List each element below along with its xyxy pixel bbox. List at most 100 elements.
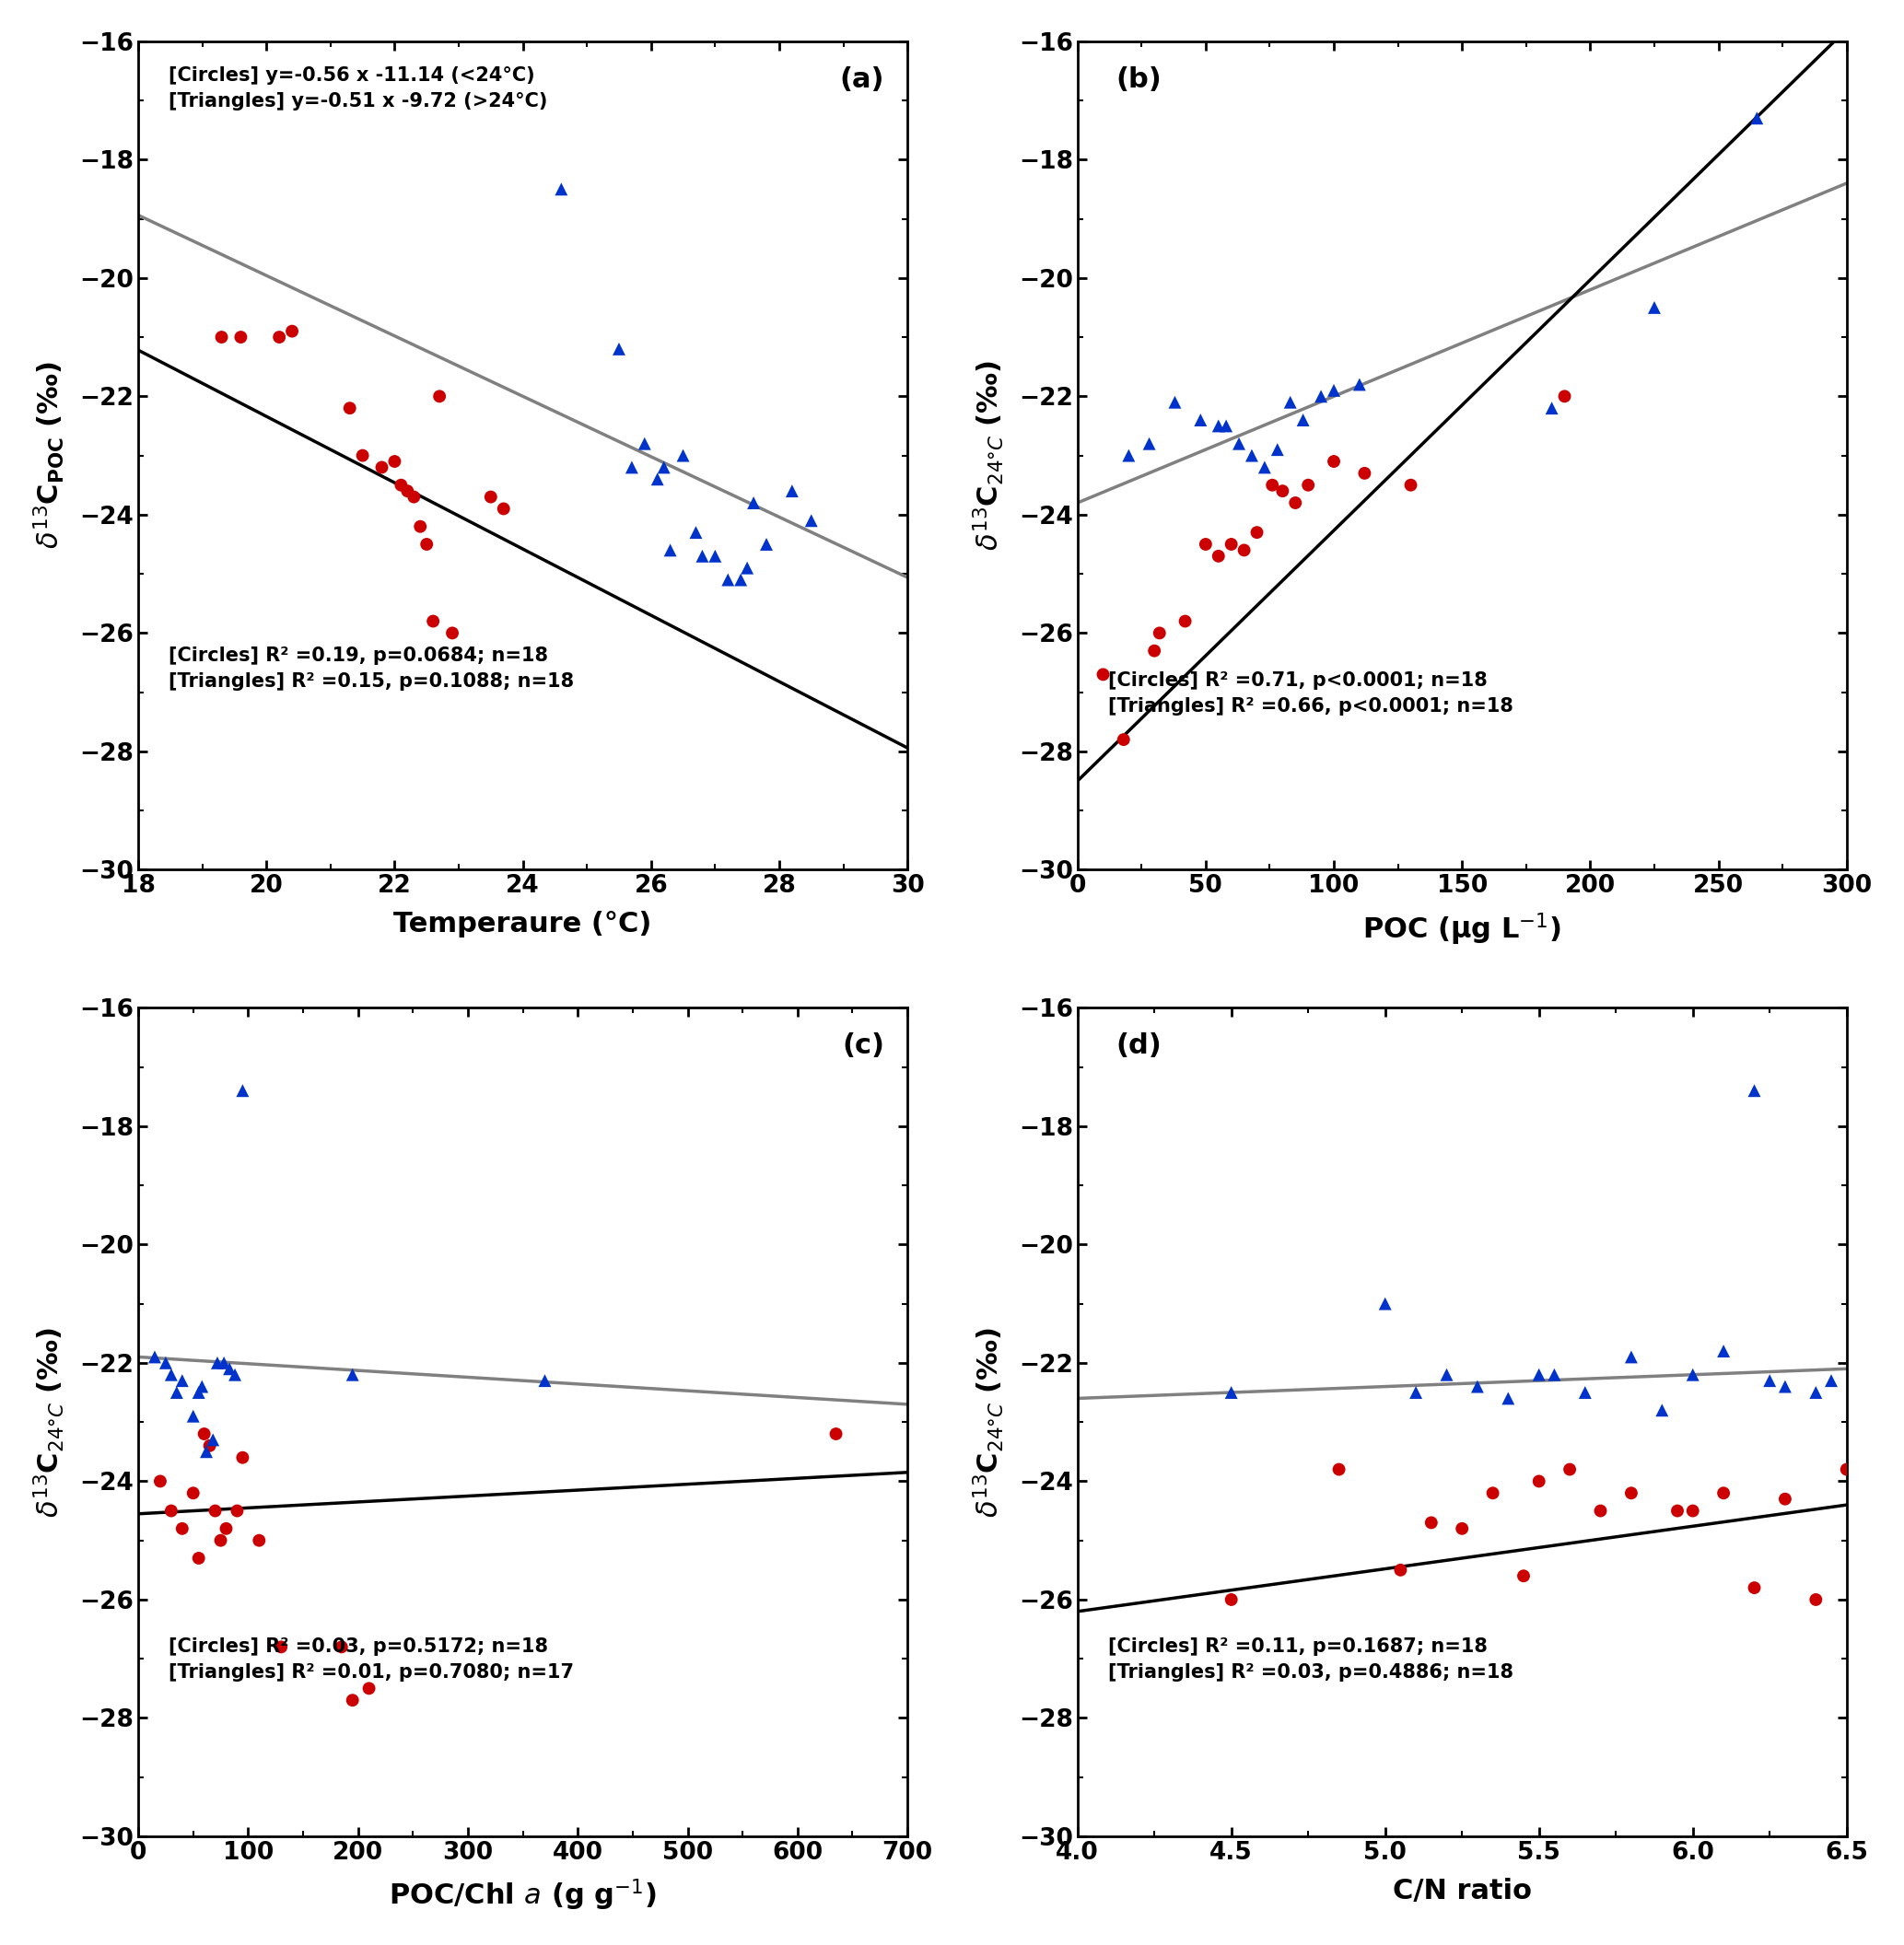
Point xyxy=(225,321,255,352)
Point xyxy=(206,321,236,352)
Text: (d): (d) xyxy=(1116,1033,1161,1060)
X-axis label: C/N ratio: C/N ratio xyxy=(1392,1877,1531,1904)
Point xyxy=(1432,1360,1462,1391)
Text: [Circles] R² =0.19, p=0.0684; n=18
[Triangles] R² =0.15, p=0.1088; n=18: [Circles] R² =0.19, p=0.0684; n=18 [Tria… xyxy=(169,646,575,690)
Point xyxy=(387,469,417,500)
Point xyxy=(1241,517,1272,548)
Point xyxy=(680,517,710,548)
Point xyxy=(649,451,680,482)
Point xyxy=(487,494,518,525)
Point xyxy=(379,445,409,477)
Point xyxy=(150,1348,181,1379)
Point xyxy=(1293,469,1323,500)
Point xyxy=(209,1348,240,1379)
Text: [Circles] y=-0.56 x -11.14 (<24°C)
[Triangles] y=-0.51 x -9.72 (>24°C): [Circles] y=-0.56 x -11.14 (<24°C) [Tria… xyxy=(169,66,548,111)
Point xyxy=(156,1360,187,1391)
Point xyxy=(687,541,718,572)
X-axis label: Temperaure (°C): Temperaure (°C) xyxy=(394,910,651,937)
Point xyxy=(1160,387,1190,418)
Text: (a): (a) xyxy=(840,66,883,93)
Point xyxy=(1257,469,1287,500)
Text: [Circles] R² =0.03, p=0.5172; n=18
[Triangles] R² =0.01, p=0.7080; n=17: [Circles] R² =0.03, p=0.5172; n=18 [Tria… xyxy=(169,1638,575,1682)
Point xyxy=(1801,1377,1832,1408)
Point xyxy=(752,529,783,560)
Point xyxy=(438,617,468,648)
Y-axis label: $\delta^{13}$C$_{24\degree C}$ (‰): $\delta^{13}$C$_{24\degree C}$ (‰) xyxy=(32,1326,67,1517)
Point xyxy=(731,552,762,584)
Point xyxy=(1228,535,1259,566)
Point xyxy=(326,1632,356,1663)
Point xyxy=(1276,387,1306,418)
Y-axis label: $\delta^{13}$C$_{24\degree C}$ (‰): $\delta^{13}$C$_{24\degree C}$ (‰) xyxy=(971,1326,1005,1517)
Point xyxy=(1708,1478,1738,1509)
Point xyxy=(777,475,807,506)
Point xyxy=(1816,1365,1847,1397)
Point xyxy=(1135,428,1165,459)
Point xyxy=(267,1632,297,1663)
Point xyxy=(392,475,423,506)
Point xyxy=(194,1430,225,1461)
Point xyxy=(1249,451,1279,482)
Point xyxy=(1677,1360,1708,1391)
Point xyxy=(202,1348,232,1379)
Point xyxy=(1369,1288,1399,1319)
Point xyxy=(1538,1360,1569,1391)
Point xyxy=(1647,1395,1677,1426)
Point xyxy=(1639,292,1670,323)
Point xyxy=(1190,529,1220,560)
Point xyxy=(227,1441,257,1472)
Point xyxy=(701,541,731,572)
Point xyxy=(1211,410,1241,442)
Point xyxy=(219,1360,249,1391)
Point xyxy=(1708,1336,1738,1367)
Point xyxy=(1586,1496,1616,1527)
Point xyxy=(476,480,506,512)
Point xyxy=(1493,1383,1523,1414)
Point xyxy=(1462,1371,1493,1402)
Point xyxy=(1742,103,1773,134)
X-axis label: POC/Chl $a$ (g g$^{-1}$): POC/Chl $a$ (g g$^{-1}$) xyxy=(388,1877,657,1914)
Point xyxy=(398,480,428,512)
Point xyxy=(1396,469,1426,500)
Point xyxy=(406,512,436,543)
Point xyxy=(1401,1377,1432,1408)
Text: [Circles] R² =0.71, p<0.0001; n=18
[Triangles] R² =0.66, p<0.0001; n=18: [Circles] R² =0.71, p<0.0001; n=18 [Tria… xyxy=(1108,671,1514,716)
Point xyxy=(156,1496,187,1527)
Point xyxy=(796,506,826,537)
Point xyxy=(177,1478,208,1509)
Point xyxy=(188,1418,219,1449)
Point xyxy=(1344,370,1375,401)
Point xyxy=(183,1377,213,1408)
Point xyxy=(354,1673,385,1704)
Point xyxy=(162,1377,192,1408)
Point xyxy=(821,1418,851,1449)
Point xyxy=(1677,1496,1708,1527)
Point xyxy=(1508,1560,1538,1591)
Point xyxy=(668,440,699,471)
Point xyxy=(630,428,661,459)
Y-axis label: $\delta^{13}$C$_{\mathbf{POC}}$ (‰): $\delta^{13}$C$_{\mathbf{POC}}$ (‰) xyxy=(32,362,67,548)
Point xyxy=(529,1365,560,1397)
Point xyxy=(1801,1583,1832,1614)
Point xyxy=(1738,1076,1769,1107)
Point xyxy=(1139,636,1169,667)
Point xyxy=(1554,1453,1584,1484)
Point xyxy=(1203,541,1234,572)
Point xyxy=(215,1354,246,1385)
Point xyxy=(1262,434,1293,465)
Point xyxy=(1279,488,1310,519)
Point xyxy=(1523,1467,1554,1498)
Point xyxy=(1087,659,1118,690)
Point xyxy=(1350,457,1380,488)
Point xyxy=(1738,1572,1769,1603)
Point xyxy=(1217,529,1247,560)
Point xyxy=(642,463,672,494)
Point xyxy=(1523,1360,1554,1391)
Point xyxy=(1319,445,1350,477)
Point xyxy=(168,1513,198,1544)
Point xyxy=(335,393,366,424)
Point xyxy=(1478,1478,1508,1509)
Point xyxy=(244,1525,274,1556)
Point xyxy=(168,1365,198,1397)
Point xyxy=(739,488,769,519)
